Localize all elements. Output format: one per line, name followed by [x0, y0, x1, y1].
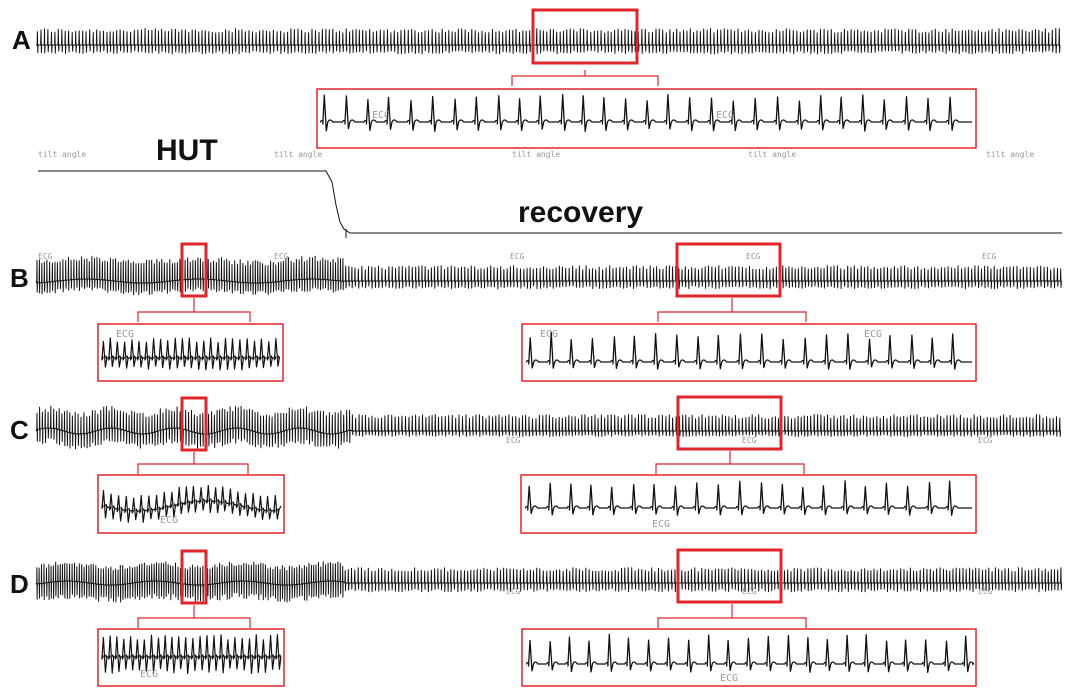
ecg-label-b4: ECG	[746, 252, 761, 261]
zoom-ecg-trace-b-left	[101, 337, 280, 371]
zoom-bracket-a	[511, 70, 659, 86]
panel-label-d: D	[10, 569, 29, 599]
tilt-angle-label-5: tilt angle	[986, 150, 1034, 159]
tilt-angle-label-2: tilt angle	[274, 150, 322, 159]
ecg-label-inset-a2: ECG	[716, 110, 734, 121]
zoom-ecg-trace-c-right	[524, 480, 972, 516]
zoom-bracket-b-left	[137, 298, 251, 322]
zoom-inset-b-left	[97, 323, 284, 382]
ecg-label-d3: ECG	[978, 587, 993, 596]
zoom-box-c-left	[180, 396, 208, 452]
zoom-inset-c-left	[97, 474, 285, 534]
ecg-label-inset-d1: ECG	[140, 669, 158, 680]
zoom-bracket-d-left	[137, 605, 251, 628]
zoom-ecg-trace-c-left	[101, 485, 282, 523]
ecg-label-c2: ECG	[742, 436, 757, 445]
tilt-angle-label-4: tilt angle	[748, 150, 796, 159]
ecg-label-c3: ECG	[978, 436, 993, 445]
tilt-angle-label-3: tilt angle	[512, 150, 560, 159]
ecg-trace-c	[35, 405, 1061, 450]
ecg-label-inset-b3: ECG	[864, 329, 882, 340]
ecg-label-d1: ECG	[506, 587, 521, 596]
ecg-label-d2: ECG	[742, 587, 757, 596]
zoom-ecg-trace-b-right	[525, 331, 972, 370]
panel-label-b: B	[10, 263, 29, 293]
zoom-box-d-right	[676, 548, 783, 604]
panel-label-a: A	[12, 25, 31, 55]
zoom-bracket-c-left	[137, 452, 249, 474]
ecg-trace-a	[36, 28, 1061, 55]
zoom-inset-b-right	[521, 323, 977, 382]
ecg-label-b2: ECG	[274, 252, 289, 261]
zoom-ecg-trace-d-right	[525, 633, 975, 674]
tilt-angle-label-1: tilt angle	[38, 150, 86, 159]
zoom-bracket-b-right	[657, 298, 807, 322]
hut-phase-label: HUT	[156, 134, 218, 167]
ecg-trace-b	[35, 255, 1062, 296]
zoom-box-b-right	[675, 242, 782, 298]
zoom-inset-d-left	[97, 628, 285, 687]
zoom-bracket-c-right	[655, 451, 805, 474]
panel-label-c: C	[10, 415, 29, 445]
zoom-inset-c-right	[520, 474, 977, 534]
ecg-label-inset-d2: ECG	[720, 673, 738, 684]
ecg-label-c1: ECG	[506, 436, 521, 445]
ecg-label-b5: ECG	[982, 252, 997, 261]
zoom-box-a	[531, 8, 639, 65]
zoom-box-c-right	[676, 395, 783, 451]
ecg-label-b3: ECG	[510, 252, 525, 261]
ecg-label-inset-a1: ECG	[372, 110, 390, 121]
ecg-label-b1: ECG	[38, 252, 53, 261]
zoom-ecg-trace-a	[319, 93, 972, 133]
zoom-bracket-d-right	[657, 604, 807, 628]
zoom-box-d-left	[180, 549, 208, 605]
zoom-inset-d-right	[521, 628, 977, 687]
zoom-box-b-left	[180, 242, 208, 298]
ecg-label-inset-c1: ECG	[160, 515, 178, 526]
zoom-ecg-trace-d-left	[101, 634, 282, 675]
zoom-inset-a	[316, 88, 977, 149]
ecg-label-inset-c2: ECG	[652, 519, 670, 530]
ecg-label-inset-b1: ECG	[116, 329, 134, 340]
ecg-trace-d	[35, 561, 1063, 603]
recovery-phase-label: recovery	[518, 196, 643, 229]
tilt-angle-trace	[38, 170, 1062, 234]
ecg-label-inset-b2: ECG	[540, 329, 558, 340]
